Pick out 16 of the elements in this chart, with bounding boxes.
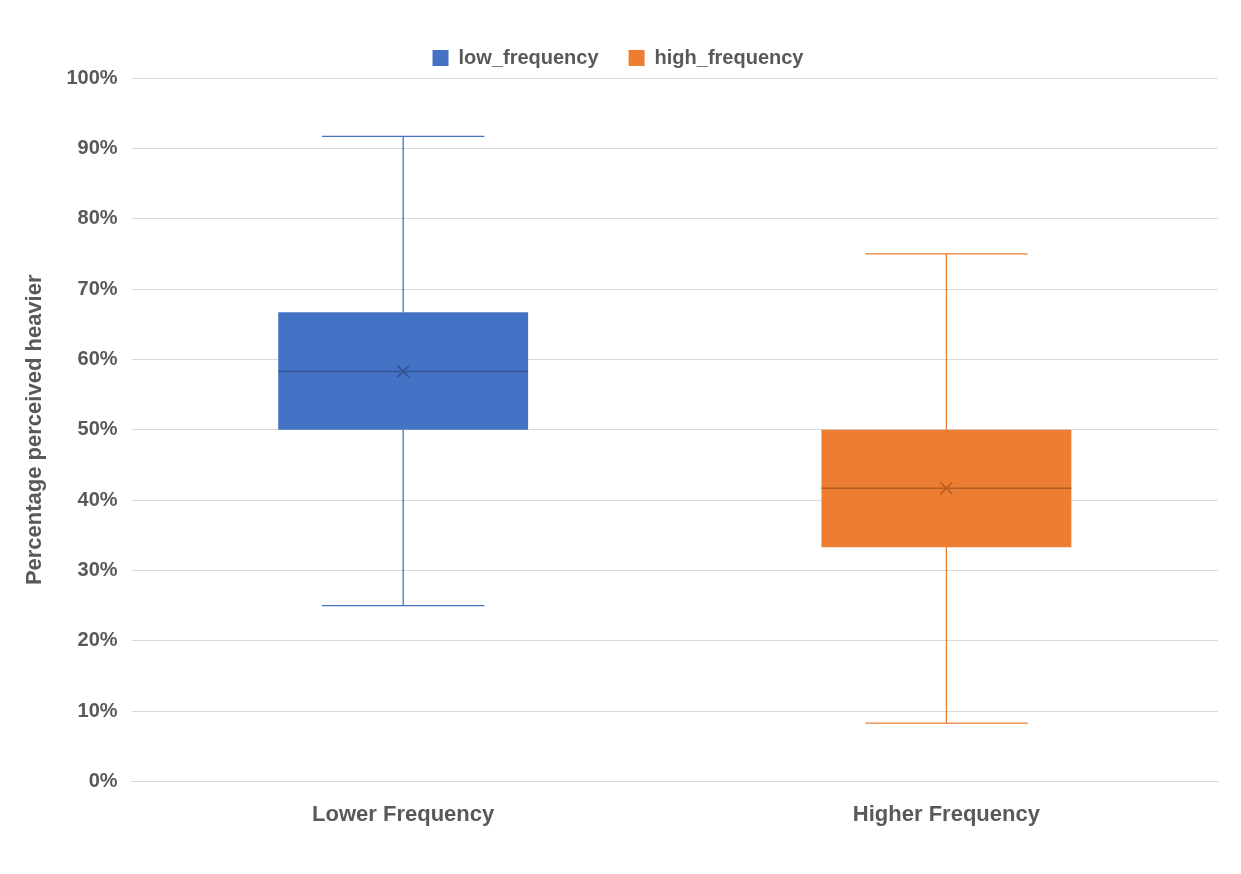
x-tick-label: Lower Frequency xyxy=(312,800,496,826)
y-tick-label: 40% xyxy=(77,487,118,510)
y-axis-title: Percentage perceived heavier xyxy=(21,274,47,586)
y-tick-label: 30% xyxy=(77,558,118,581)
y-tick-label: 90% xyxy=(77,135,118,158)
legend-label: low_frequency xyxy=(458,45,600,68)
y-tick-label: 50% xyxy=(77,417,118,440)
y-tick-label: 20% xyxy=(77,628,118,651)
y-tick-label: 60% xyxy=(77,346,118,369)
legend-label: high_frequency xyxy=(654,45,805,68)
x-tick-label: Higher Frequency xyxy=(852,800,1041,826)
y-tick-label: 80% xyxy=(77,206,118,229)
y-tick-label: 10% xyxy=(77,698,118,721)
y-tick-label: 70% xyxy=(77,276,118,299)
y-tick-label: 100% xyxy=(66,65,118,88)
y-tick-label: 0% xyxy=(88,769,118,792)
